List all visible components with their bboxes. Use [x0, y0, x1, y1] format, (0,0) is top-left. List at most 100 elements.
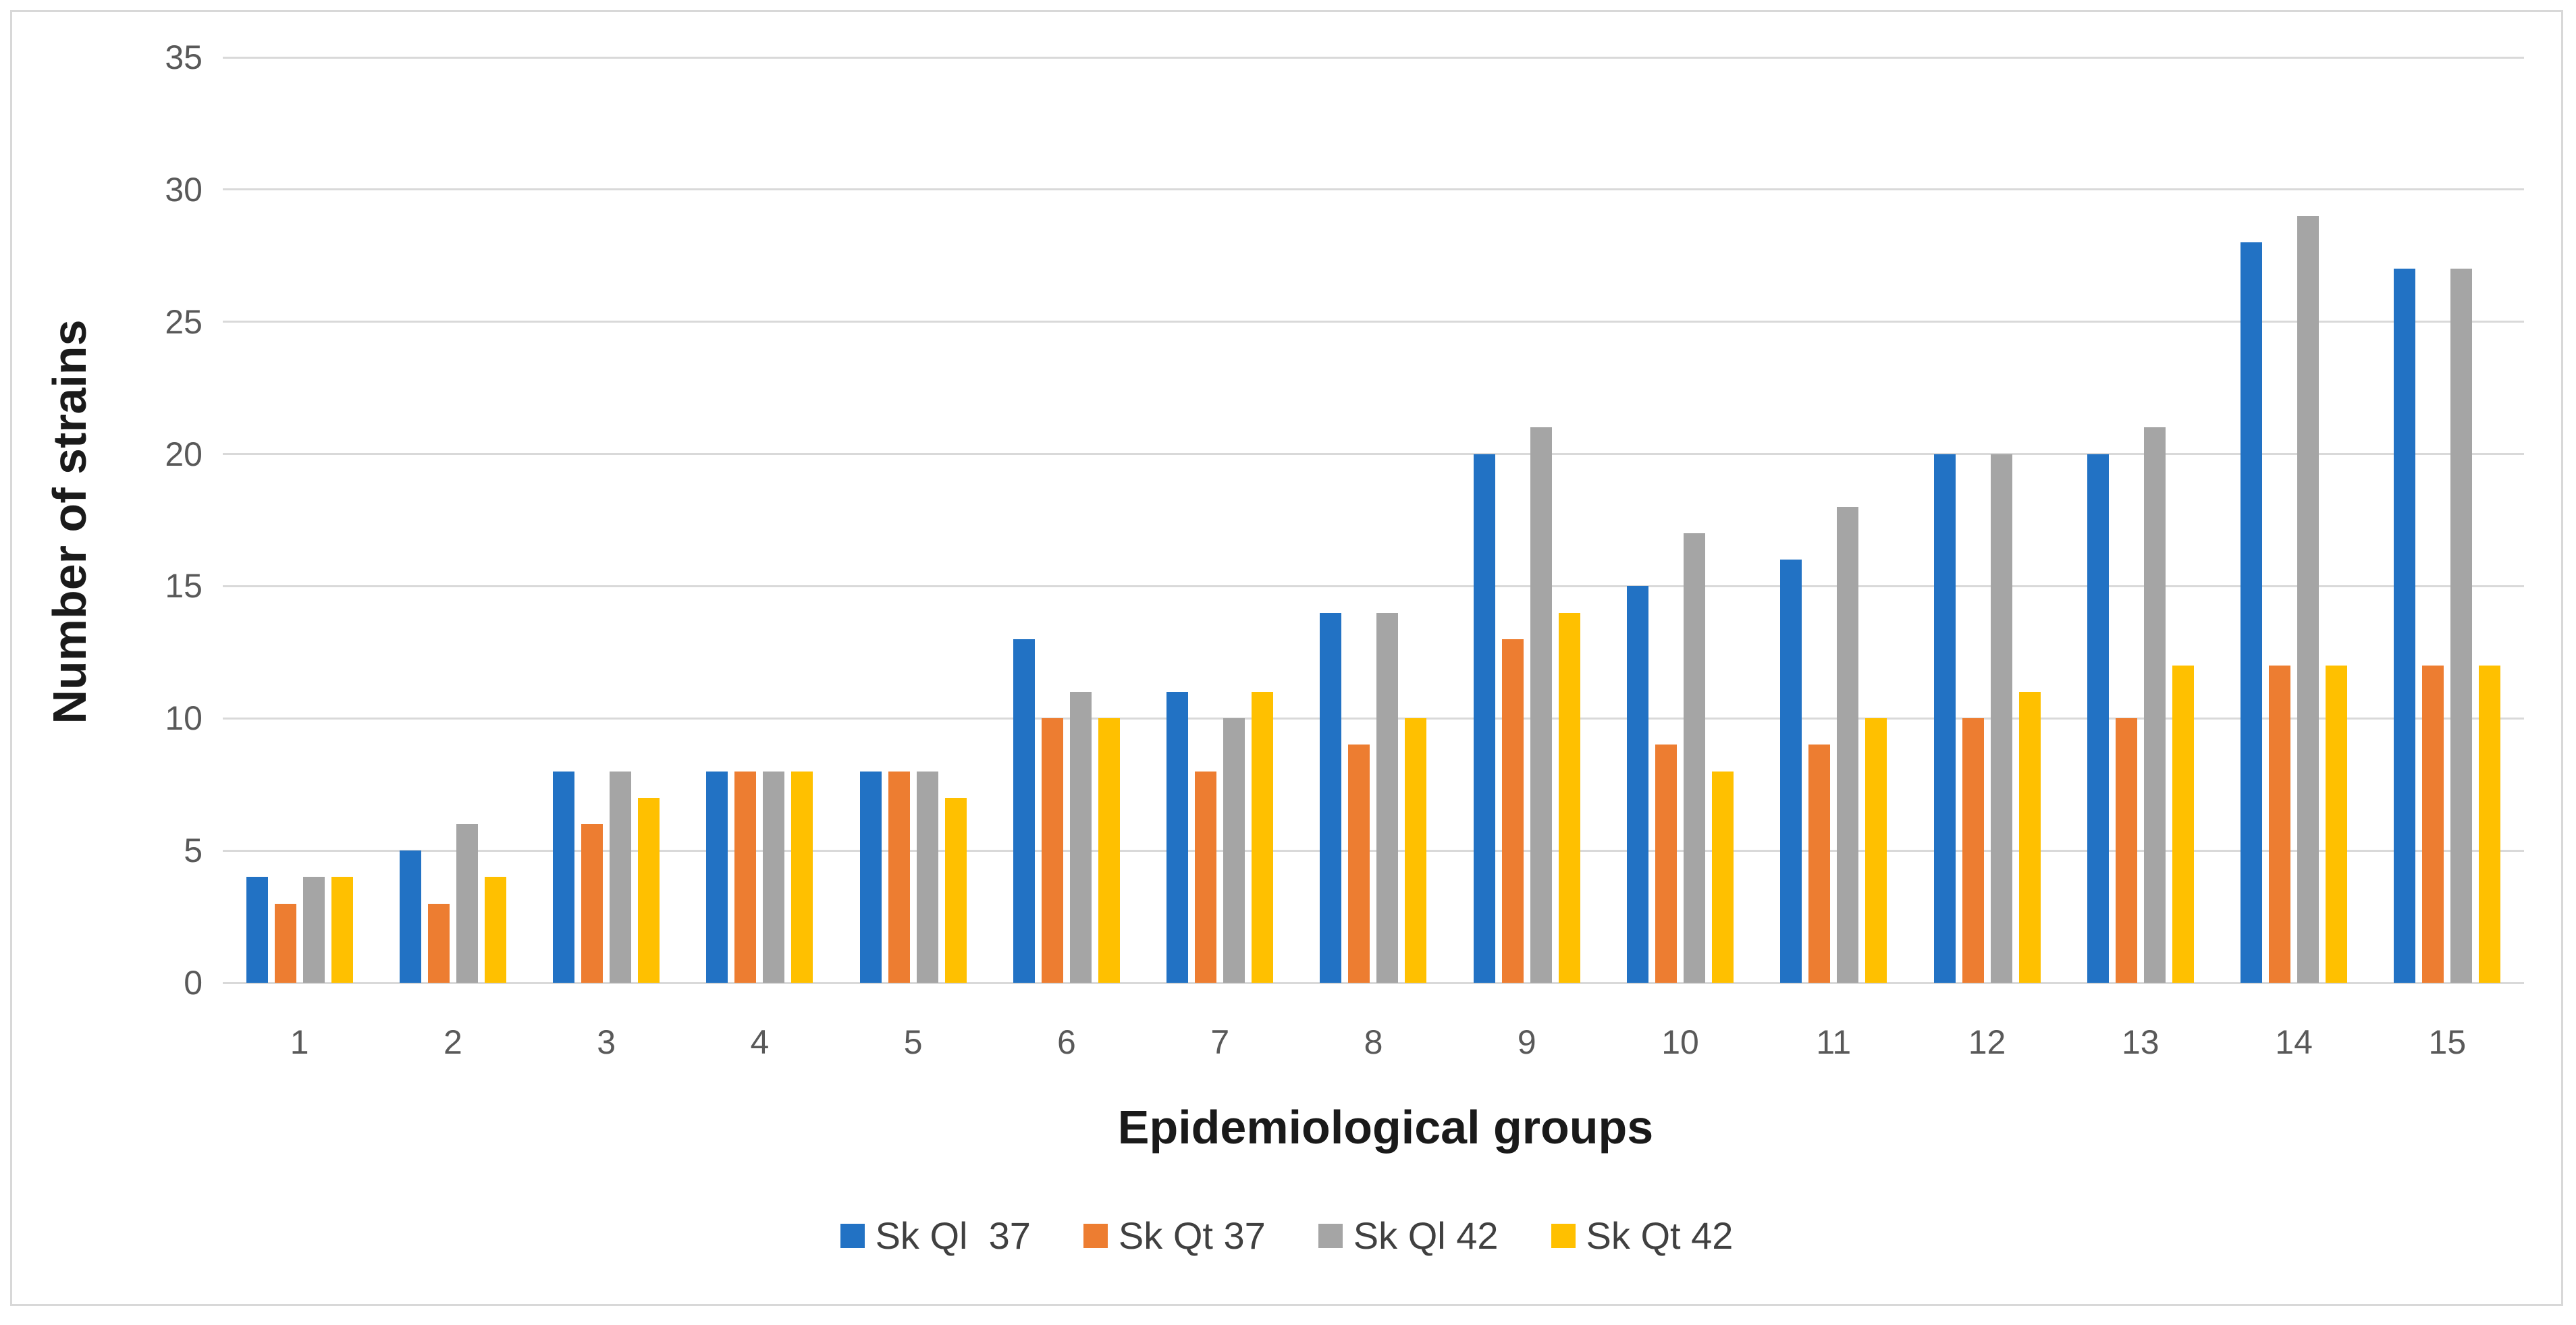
bar-group-6: [990, 57, 1143, 983]
bar-sk-ql-37-group-12: [1933, 454, 1956, 983]
y-tick-label: 25: [165, 302, 203, 341]
bar-sk-ql-42-group-6: [1069, 692, 1092, 983]
x-tick-label-5: 5: [903, 1023, 923, 1061]
legend-label: Sk Ql 37: [875, 1214, 1031, 1257]
bar-sk-ql-42-group-13: [2143, 427, 2166, 983]
gridline: [223, 453, 2524, 456]
bar-sk-qt-37-group-13: [2115, 718, 2137, 983]
bar-group-1: [223, 57, 376, 983]
bar-sk-ql-37-group-9: [1473, 454, 1495, 983]
bar-sk-ql-42-group-8: [1376, 612, 1399, 983]
y-tick-label: 30: [165, 170, 203, 209]
bar-sk-ql-37-group-2: [399, 850, 421, 983]
bar-sk-ql-42-group-5: [916, 771, 938, 983]
x-tick-label-4: 4: [750, 1023, 770, 1061]
bar-sk-qt-37-group-6: [1041, 718, 1063, 983]
bar-sk-qt-42-group-5: [944, 797, 967, 983]
bar-sk-qt-42-group-1: [331, 877, 353, 983]
bar-sk-ql-37-group-11: [1780, 560, 1802, 983]
bar-sk-ql-37-group-5: [859, 771, 882, 983]
bar-sk-qt-37-group-15: [2422, 665, 2444, 983]
bar-sk-qt-37-group-1: [274, 903, 296, 983]
legend-swatch: [1318, 1223, 1343, 1248]
legend-swatch: [1551, 1223, 1576, 1248]
bar-sk-qt-37-group-5: [888, 771, 910, 983]
bar-sk-qt-37-group-3: [581, 823, 603, 983]
x-tick-label-9: 9: [1517, 1023, 1536, 1061]
plot-area: [223, 56, 2524, 984]
x-tick-label-7: 7: [1210, 1023, 1230, 1061]
bar-sk-qt-42-group-6: [1098, 718, 1120, 983]
bar-sk-ql-42-group-11: [1837, 506, 1859, 983]
legend-label: Sk Qt 42: [1586, 1214, 1734, 1257]
bar-sk-qt-42-group-9: [1558, 612, 1580, 983]
legend-label: Sk Ql 42: [1353, 1214, 1499, 1257]
y-tick-label: 10: [165, 699, 203, 738]
bar-sk-qt-37-group-4: [734, 771, 757, 983]
chart-frame: Number of strains Epidemiological groups: [10, 10, 2563, 1306]
bar-sk-qt-37-group-9: [1501, 639, 1524, 983]
bar-sk-ql-42-group-14: [2297, 216, 2319, 983]
legend: Sk Ql 37 Sk Qt 37 Sk Ql 42 Sk Qt 42: [10, 1214, 2563, 1258]
bar-sk-ql-37-group-14: [2240, 242, 2263, 983]
x-tick-label-12: 12: [1968, 1023, 2006, 1061]
bar-sk-ql-37-group-7: [1166, 692, 1189, 983]
bar-sk-qt-37-group-12: [1962, 718, 1984, 983]
x-tick-label-15: 15: [2428, 1023, 2467, 1061]
gridline: [223, 717, 2524, 720]
bar-group-3: [530, 57, 683, 983]
x-tick-label-2: 2: [443, 1023, 462, 1061]
bar-group-2: [376, 57, 529, 983]
bar-group-13: [2064, 57, 2217, 983]
gridline: [223, 849, 2524, 852]
x-tick-label-14: 14: [2275, 1023, 2313, 1061]
bar-sk-qt-42-group-13: [2172, 665, 2194, 983]
bar-group-9: [1450, 57, 1603, 983]
bar-sk-ql-42-group-12: [1990, 454, 2012, 983]
x-tick-label-10: 10: [1661, 1023, 1699, 1061]
legend-swatch: [1083, 1223, 1108, 1248]
y-axis-title: Number of strains: [43, 319, 96, 724]
bar-sk-ql-42-group-10: [1684, 533, 1706, 983]
bar-sk-qt-37-group-8: [1348, 745, 1370, 983]
bar-sk-qt-42-group-7: [1252, 692, 1274, 983]
legend-swatch: [840, 1223, 865, 1248]
bar-sk-qt-42-group-8: [1405, 718, 1427, 983]
legend-label: Sk Qt 37: [1118, 1214, 1266, 1257]
bar-group-12: [1910, 57, 2064, 983]
bar-sk-ql-37-group-3: [553, 771, 575, 983]
y-tick-label: 35: [165, 38, 203, 76]
bar-group-10: [1603, 57, 1756, 983]
bar-sk-ql-42-group-1: [302, 877, 325, 983]
bar-sk-ql-42-group-7: [1223, 718, 1245, 983]
bar-sk-ql-42-group-15: [2450, 269, 2473, 983]
bar-group-8: [1297, 57, 1450, 983]
bar-sk-qt-37-group-2: [427, 903, 450, 983]
bar-sk-qt-42-group-15: [2479, 665, 2501, 983]
bar-sk-qt-42-group-14: [2326, 665, 2348, 983]
bar-sk-qt-42-group-12: [2018, 692, 2041, 983]
bar-sk-qt-42-group-3: [638, 797, 660, 983]
bar-sk-qt-37-group-10: [1655, 745, 1678, 983]
bar-sk-qt-42-group-10: [1712, 771, 1734, 983]
bar-group-5: [836, 57, 990, 983]
x-axis-title: Epidemiological groups: [1117, 1101, 1654, 1154]
bar-sk-ql-37-group-15: [2394, 269, 2416, 983]
legend-item-sk-ql-37: Sk Ql 37: [840, 1214, 1031, 1258]
x-tick-label-1: 1: [290, 1023, 309, 1061]
bar-sk-ql-37-group-8: [1320, 612, 1342, 983]
bar-sk-ql-37-group-4: [706, 771, 728, 983]
y-tick-label: 0: [184, 964, 203, 1002]
bar-group-7: [1144, 57, 1297, 983]
bar-group-15: [2371, 57, 2524, 983]
gridline: [223, 321, 2524, 323]
bar-sk-ql-42-group-4: [763, 771, 785, 983]
y-tick-label: 20: [165, 435, 203, 473]
legend-item-sk-ql-42: Sk Ql 42: [1318, 1214, 1499, 1258]
gridline: [223, 585, 2524, 587]
bar-sk-qt-42-group-2: [484, 877, 506, 983]
gridline: [223, 188, 2524, 191]
bar-sk-qt-42-group-11: [1865, 718, 1887, 983]
x-tick-label-6: 6: [1057, 1023, 1076, 1061]
bar-sk-ql-37-group-13: [2087, 454, 2109, 983]
